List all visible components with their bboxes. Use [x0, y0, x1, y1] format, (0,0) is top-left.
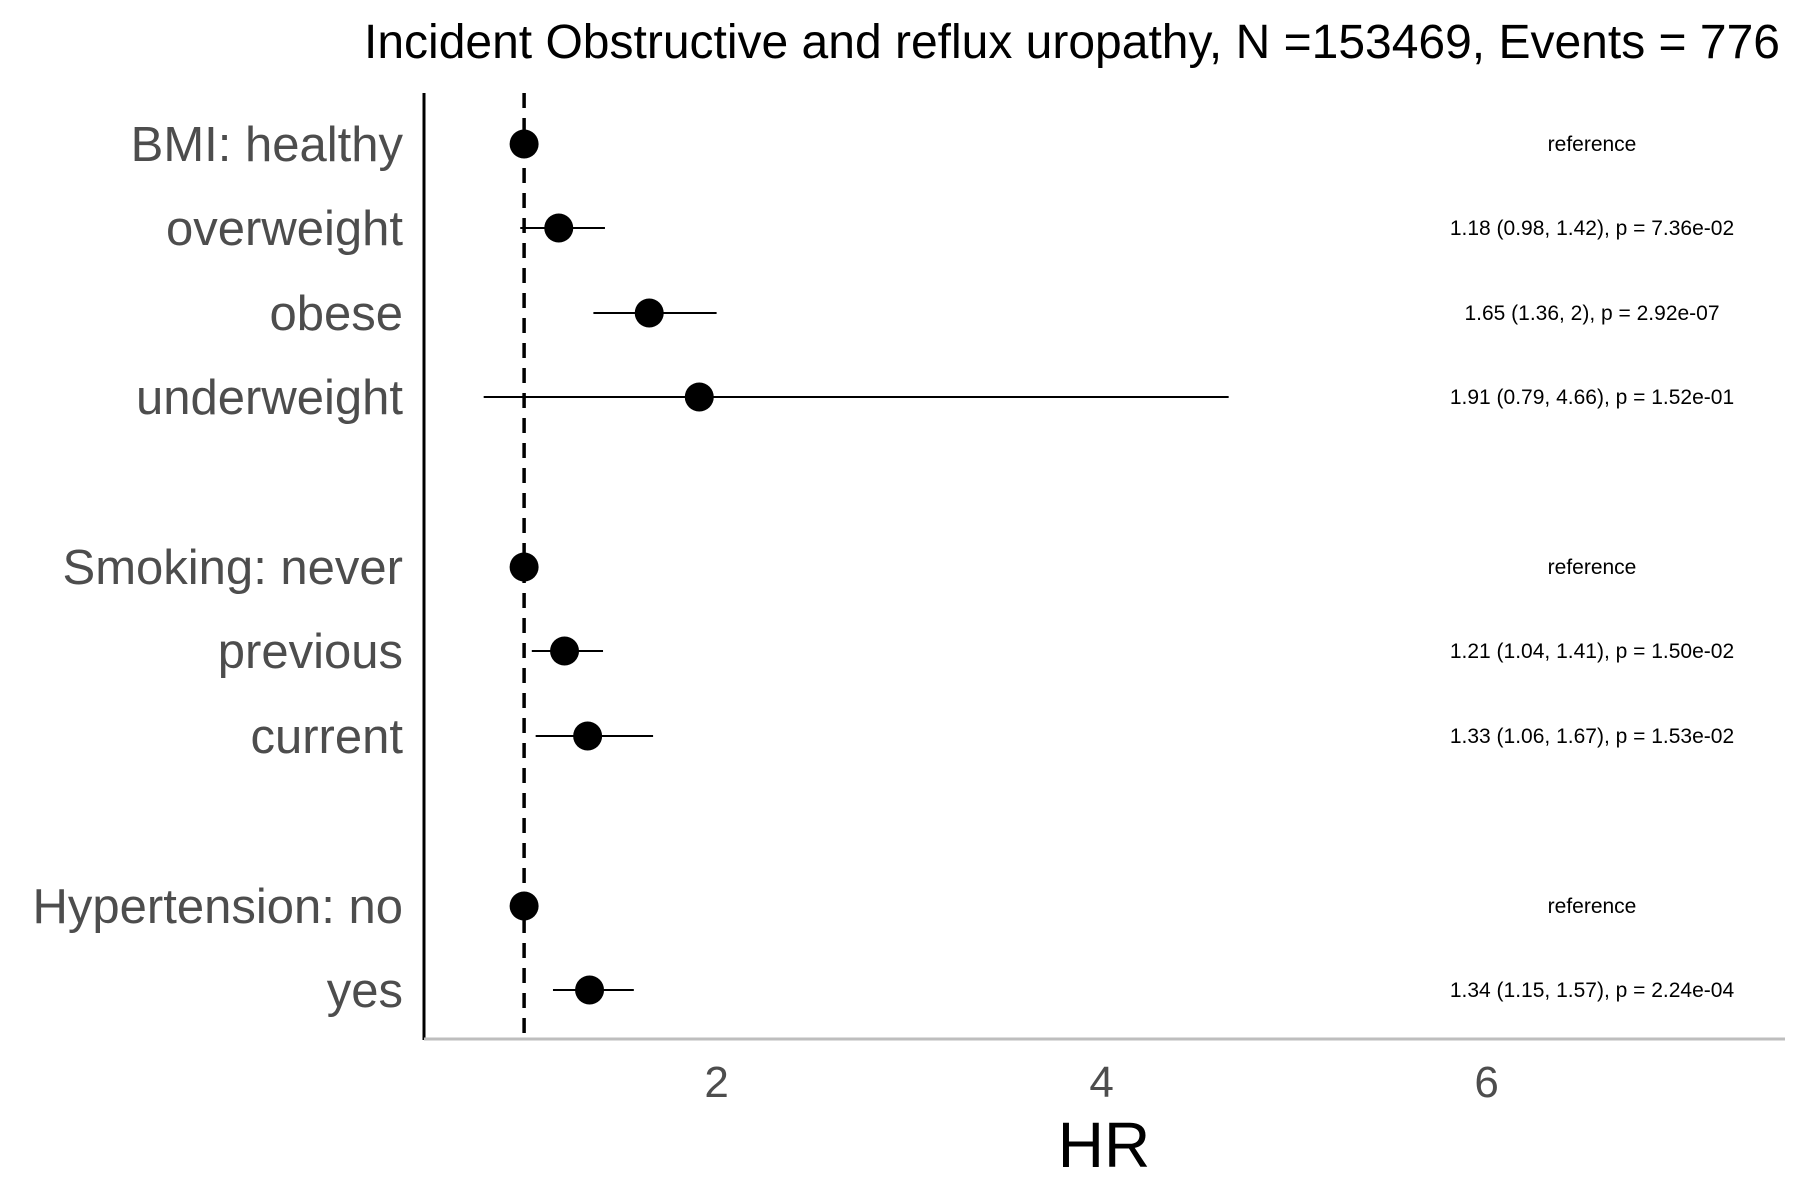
row-label: current [250, 710, 403, 764]
hr-point [575, 975, 605, 1005]
forest-row: overweight 1.18 (0.98, 1.42), p = 7.36e-0… [166, 202, 1734, 256]
hr-annotation: 1.18 (0.98, 1.42), p = 7.36e-02 [1450, 217, 1734, 240]
rows-layer: BMI: healthy reference overweight 1.18 (0.9… [33, 118, 1735, 1018]
hr-point [550, 636, 580, 666]
hr-annotation: 1.91 (0.79, 4.66), p = 1.52e-01 [1450, 386, 1734, 409]
hr-annotation: 1.33 (1.06, 1.67), p = 1.53e-02 [1450, 725, 1734, 748]
hr-annotation: reference [1548, 895, 1637, 918]
row-label: previous [218, 625, 403, 679]
hr-point [509, 552, 539, 582]
forest-row: yes 1.34 (1.15, 1.57), p = 2.24e-04 [327, 964, 1735, 1018]
hr-annotation: 1.21 (1.04, 1.41), p = 1.50e-02 [1450, 640, 1734, 663]
forest-row: Hypertension: no reference [33, 880, 1637, 934]
chart-title: Incident Obstructive and reflux uropathy… [364, 16, 1780, 69]
forest-row: obese 1.65 (1.36, 2), p = 2.92e-07 [269, 287, 1719, 341]
hr-point [509, 891, 539, 921]
row-label: Smoking: never [63, 541, 403, 595]
hr-annotation: reference [1548, 133, 1637, 156]
forest-row: Smoking: never reference [63, 541, 1637, 595]
hr-point [544, 213, 574, 243]
x-axis-title: HR [1058, 1109, 1150, 1181]
hr-point [684, 382, 714, 412]
hr-annotation: 1.34 (1.15, 1.57), p = 2.24e-04 [1450, 979, 1735, 1002]
row-label: yes [327, 964, 403, 1018]
forest-row: previous 1.21 (1.04, 1.41), p = 1.50e-02 [218, 625, 1734, 679]
forest-row: current 1.33 (1.06, 1.67), p = 1.53e-02 [250, 710, 1734, 764]
row-label: underweight [136, 371, 403, 425]
x-tick-label: 4 [1089, 1058, 1113, 1107]
hr-point [573, 721, 603, 751]
row-label: overweight [166, 202, 403, 256]
x-axis-ticks: 2 4 6 [704, 1058, 1498, 1107]
x-tick-label: 6 [1474, 1058, 1498, 1107]
x-tick-label: 2 [704, 1058, 728, 1107]
hr-annotation: reference [1548, 556, 1637, 579]
row-label: obese [269, 287, 403, 341]
hr-point [509, 129, 539, 159]
forest-row: BMI: healthy reference [131, 118, 1637, 172]
hr-annotation: 1.65 (1.36, 2), p = 2.92e-07 [1464, 302, 1719, 325]
forest-row: underweight 1.91 (0.79, 4.66), p = 1.52e-… [136, 371, 1734, 425]
row-label: BMI: healthy [131, 118, 404, 172]
row-label: Hypertension: no [33, 880, 403, 934]
hr-point [634, 298, 664, 328]
